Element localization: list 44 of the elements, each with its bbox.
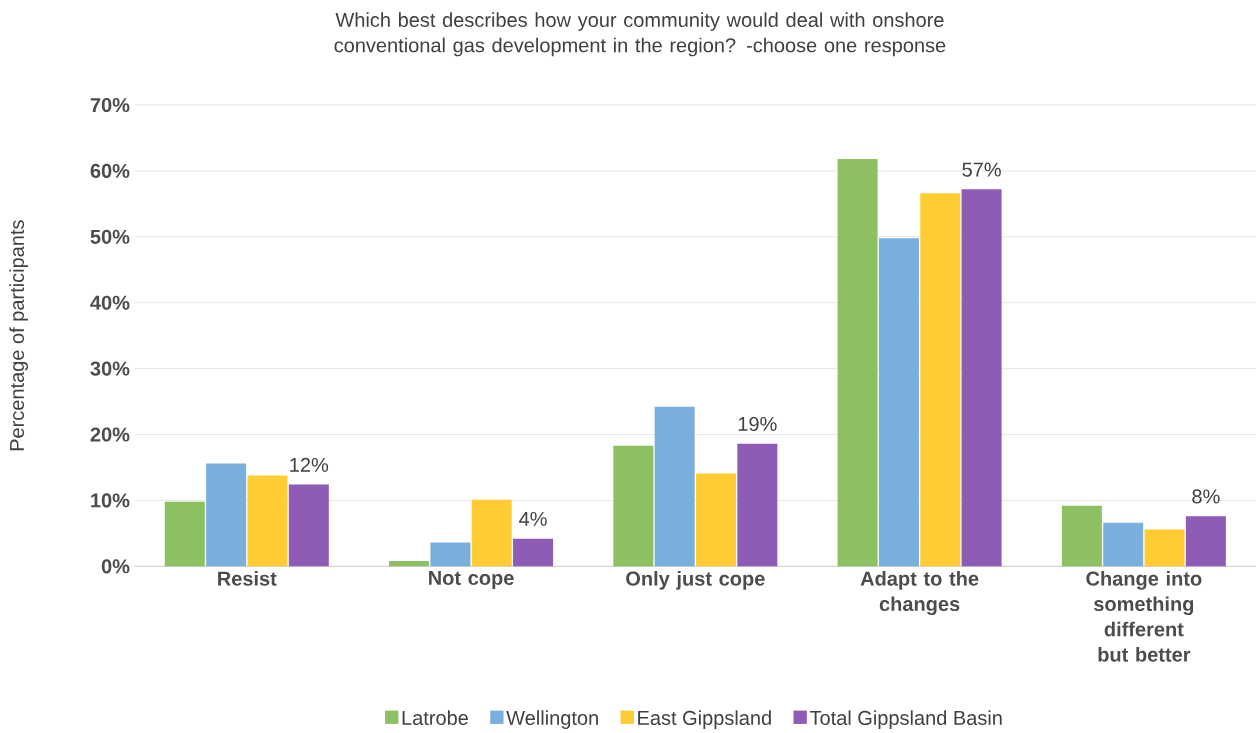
x-tick-label: Not cope bbox=[429, 571, 514, 589]
bar bbox=[654, 406, 695, 567]
x-tick-label: Resist bbox=[218, 571, 277, 586]
bar bbox=[1103, 522, 1144, 567]
y-tick-label: 30% bbox=[90, 361, 130, 376]
bar bbox=[837, 159, 878, 567]
x-tick-label: Adapt to the changes bbox=[860, 571, 979, 616]
chart-title: Which best describes how your community would deal with onshore conventional gas development in the region? -choose one response bbox=[334, 12, 946, 57]
bar bbox=[389, 561, 430, 567]
data-label: 8% bbox=[1192, 489, 1220, 504]
data-label: 4% bbox=[519, 511, 547, 526]
legend-label: Wellington bbox=[506, 710, 598, 729]
bar bbox=[737, 443, 778, 567]
legend-label: Total Gippsland Basin bbox=[809, 710, 1002, 729]
y-tick-label: 20% bbox=[90, 427, 130, 442]
bar bbox=[288, 484, 329, 567]
y-axis-title: Percentage of participants bbox=[9, 220, 28, 451]
bar bbox=[1144, 529, 1185, 567]
bar bbox=[471, 499, 512, 567]
legend-label: Latrobe bbox=[402, 710, 468, 726]
bar bbox=[1185, 516, 1226, 567]
y-tick-label: 0% bbox=[101, 559, 130, 574]
y-tick-label: 70% bbox=[90, 97, 130, 113]
bar bbox=[513, 538, 554, 567]
y-tick-label: 10% bbox=[91, 493, 130, 508]
bar bbox=[920, 193, 961, 567]
y-tick-label: 40% bbox=[90, 295, 130, 310]
bar bbox=[206, 463, 247, 567]
bar bbox=[878, 238, 919, 567]
bar bbox=[1061, 505, 1102, 567]
y-tick-label: 50% bbox=[90, 229, 130, 244]
bar bbox=[164, 501, 205, 567]
x-tick-label: Only just cope bbox=[626, 571, 765, 590]
data-label: 57% bbox=[962, 162, 1001, 177]
bar bbox=[247, 475, 288, 567]
legend-label: East Gippsland bbox=[638, 710, 771, 729]
y-tick-label: 60% bbox=[90, 163, 130, 178]
data-label: 19% bbox=[738, 416, 777, 432]
bar bbox=[430, 542, 471, 567]
bar bbox=[961, 189, 1002, 567]
x-tick-label: Change into something different but better bbox=[1086, 571, 1202, 662]
data-label: 12% bbox=[290, 457, 329, 472]
bar bbox=[696, 473, 736, 567]
bar bbox=[613, 445, 654, 567]
